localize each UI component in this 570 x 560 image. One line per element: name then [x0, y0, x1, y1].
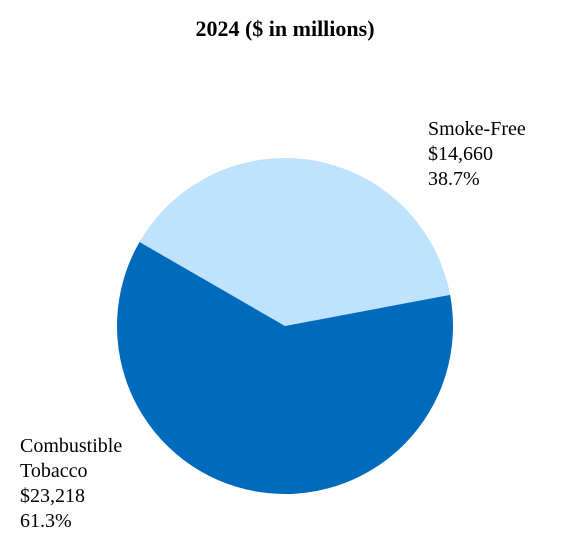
slice-name-line-1: Combustible	[20, 435, 123, 457]
slice-label-combustible-tobacco: Combustible Tobacco $23,218 61.3%	[20, 434, 122, 534]
slice-percent: 38.7%	[428, 168, 480, 190]
pie-slice-combustible-tobacco	[117, 242, 454, 494]
slice-name-line-2: Tobacco	[20, 460, 88, 482]
slice-label-smoke-free: Smoke-Free $14,660 38.7%	[428, 117, 526, 192]
chart-title: 2024 ($ in millions)	[195, 16, 375, 41]
slice-name: Smoke-Free	[428, 118, 526, 140]
pie-slice-smoke-free	[139, 157, 451, 326]
slice-percent: 61.3%	[20, 510, 72, 532]
slice-value: $14,660	[428, 143, 493, 165]
slice-value: $23,218	[20, 485, 85, 507]
